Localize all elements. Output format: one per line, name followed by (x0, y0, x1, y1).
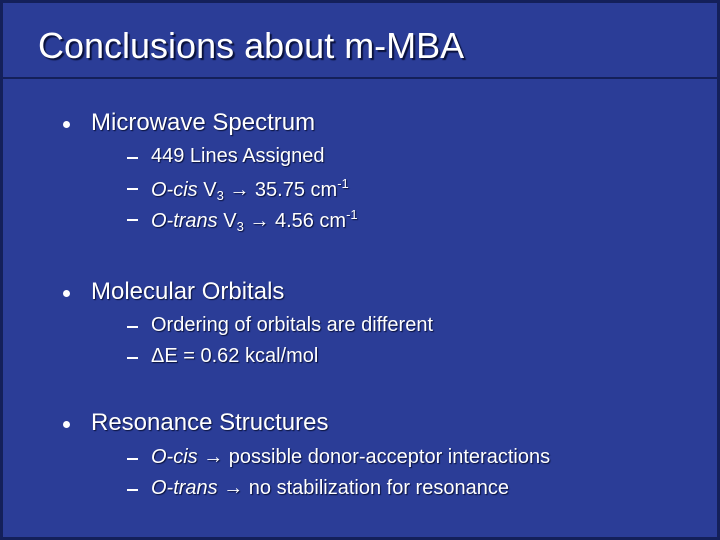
bullet-text: Resonance Structures (91, 409, 329, 436)
text-segment: O-trans (151, 477, 218, 499)
bullet-text: Microwave Spectrum (91, 109, 316, 136)
text-segment: 449 Lines Assigned (151, 145, 325, 167)
text-segment: 3 (236, 219, 244, 234)
sub-item-dash (127, 219, 138, 221)
slide-title: Conclusions about m-MBA (38, 25, 465, 66)
bullet-dot (63, 290, 70, 297)
text-segment: ΔE = 0.62 kcal/mol (151, 345, 319, 367)
sub-item: O-cis → possible donor-acceptor interact… (151, 446, 550, 469)
sub-item-dash (127, 458, 138, 460)
bullet-text: Molecular Orbitals (91, 278, 285, 305)
sub-item: Ordering of orbitals are different (151, 314, 433, 337)
text-segment: 3 (216, 188, 224, 203)
text-segment: -1 (346, 207, 358, 222)
title-rule (3, 77, 717, 79)
text-segment: → no stabilization for resonance (217, 477, 509, 499)
sub-item-dash (127, 188, 138, 190)
text-segment: O-cis (151, 179, 198, 201)
text-segment: O-cis (151, 446, 198, 468)
text-segment: → 35.75 cm (223, 179, 338, 201)
sub-item: O-cis V3 → 35.75 cm-1 (151, 176, 349, 203)
text-segment: Ordering of orbitals are different (151, 314, 434, 336)
bullet-dot (63, 121, 70, 128)
bullet-dot (63, 421, 70, 428)
sub-item-dash (127, 489, 138, 491)
text-segment: -1 (337, 176, 349, 191)
sub-item: 449 Lines Assigned (151, 145, 324, 168)
sub-item: ΔE = 0.62 kcal/mol (151, 345, 318, 368)
sub-item-dash (127, 157, 138, 159)
text-segment: O-trans (151, 210, 218, 232)
sub-item-dash (127, 357, 138, 359)
text-segment: → 4.56 cm (243, 210, 347, 232)
text-segment: V (197, 179, 217, 201)
sub-item-dash (127, 326, 138, 328)
text-segment: V (217, 210, 237, 232)
sub-item: O-trans V3 → 4.56 cm-1 (151, 207, 358, 234)
sub-item: O-trans → no stabilization for resonance (151, 477, 509, 500)
text-segment: → possible donor-acceptor interactions (197, 446, 551, 468)
